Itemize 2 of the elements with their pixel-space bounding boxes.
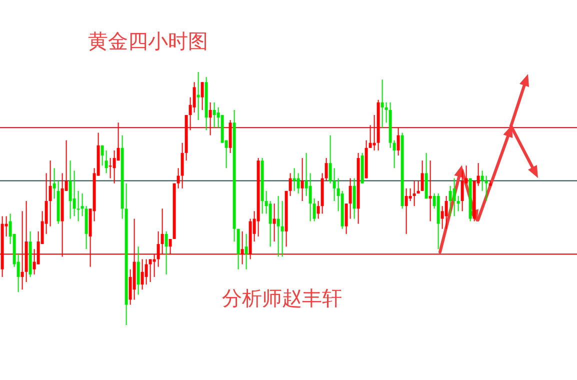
title: 黄金四小时图 bbox=[88, 29, 208, 53]
annotation: 分析师赵丰轩 bbox=[222, 286, 342, 310]
